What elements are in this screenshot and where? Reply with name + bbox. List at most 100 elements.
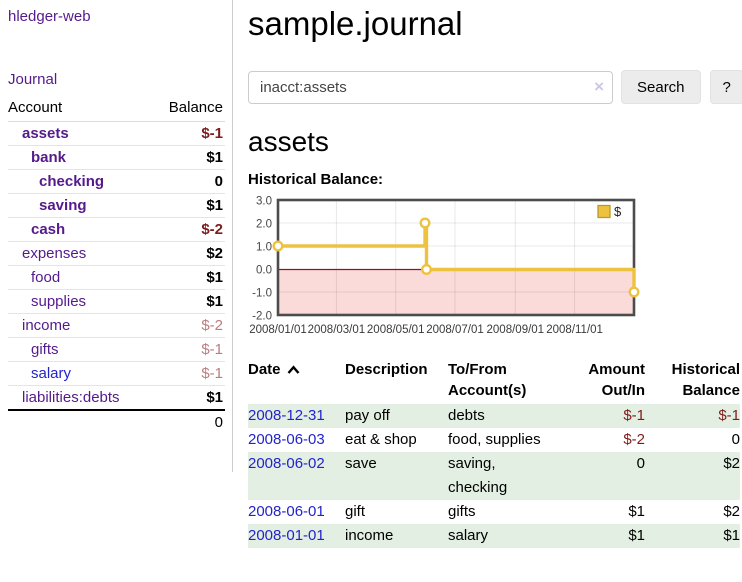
account-link-liabilities-debts[interactable]: liabilities:debts [22, 389, 120, 406]
account-link-salary[interactable]: salary [31, 365, 72, 382]
account-link-bank[interactable]: bank [31, 149, 67, 166]
register-row: 2008-06-02 save saving, checking 0 $2 [248, 452, 740, 500]
search-form: × Search ? [248, 70, 742, 104]
account-link-income[interactable]: income [22, 317, 71, 334]
svg-text:-1.0: -1.0 [252, 288, 272, 300]
accounts-cell: food, supplies [448, 431, 541, 448]
date-link[interactable]: 2008-01-01 [248, 527, 325, 544]
register-header-amount: Amount Out/In [588, 361, 645, 399]
sidebar-item-journal[interactable]: Journal [8, 71, 58, 88]
page-title: sample.journal [248, 5, 463, 42]
account-balance: $1 [152, 289, 225, 314]
register-table: Date Description To/From Account(s) Amoun… [248, 359, 740, 548]
accounts-total-row: 0 [8, 409, 225, 434]
data-point-markers [272, 217, 640, 298]
account-balance: 0 [152, 169, 225, 194]
accounts-header-account: Account [8, 99, 153, 122]
balance-cell: $2 [645, 452, 740, 500]
register-header-balance: Historical Balance [671, 361, 740, 399]
account-balance: $2 [152, 241, 225, 266]
account-balance: $1 [152, 385, 225, 411]
account-link-food[interactable]: food [31, 269, 61, 286]
balance-cell: $1 [645, 524, 740, 548]
help-button[interactable]: ? [709, 70, 742, 104]
svg-text:2008/11/01: 2008/11/01 [546, 324, 603, 336]
accounts-table: Account Balance assets $-1 bank $1 check… [8, 99, 225, 434]
account-balance: $-2 [152, 217, 225, 242]
accounts-total-value: 0 [152, 409, 225, 434]
account-link-saving[interactable]: saving [39, 197, 87, 214]
account-balance: $1 [152, 145, 225, 170]
balance-cell: 0 [731, 431, 740, 448]
accounts-cell: salary [448, 524, 560, 548]
account-link-expenses[interactable]: expenses [22, 245, 87, 262]
register-row: 2008-06-01 gift gifts $1 $2 [248, 500, 740, 524]
date-link[interactable]: 2008-06-02 [248, 455, 325, 472]
account-row: expenses $2 [8, 241, 225, 266]
legend-label: $ [614, 204, 622, 219]
account-link-checking[interactable]: checking [39, 173, 105, 190]
clear-search-icon[interactable]: × [594, 76, 604, 96]
plot-border [276, 198, 636, 317]
y-axis-labels: 3.0 2.0 1.0 0.0 -1.0 -2.0 [252, 196, 272, 323]
account-link-gifts[interactable]: gifts [31, 341, 59, 358]
account-row: bank $1 [8, 145, 225, 170]
x-axis-labels: 2008/01/01 2008/03/01 2008/05/01 2008/07… [249, 324, 603, 336]
svg-text:2008/07/01: 2008/07/01 [426, 324, 484, 336]
account-balance: $-1 [152, 337, 225, 362]
account-row: income $-2 [8, 313, 225, 338]
account-link-supplies[interactable]: supplies [31, 293, 87, 310]
svg-text:0.0: 0.0 [256, 265, 272, 277]
account-balance: $-2 [152, 313, 225, 338]
svg-text:2.0: 2.0 [256, 219, 272, 231]
legend-swatch-icon [597, 204, 611, 219]
amount-cell: $1 [560, 524, 645, 548]
register-header-date[interactable]: Date [248, 359, 345, 404]
account-row: cash $-2 [8, 217, 225, 242]
svg-text:2008/03/01: 2008/03/01 [308, 324, 366, 336]
account-row: salary $-1 [8, 361, 225, 386]
account-row: assets $-1 [8, 121, 225, 146]
register-header-description: Description [345, 361, 428, 378]
svg-text:2008/09/01: 2008/09/01 [487, 324, 545, 336]
account-heading: assets [248, 126, 329, 157]
search-button[interactable]: Search [621, 70, 701, 104]
description-cell: save [345, 452, 448, 500]
account-balance: $1 [152, 193, 225, 218]
app-title-link[interactable]: hledger-web [8, 8, 91, 25]
chart-section-label: Historical Balance: [248, 171, 384, 188]
accounts-header-balance: Balance [152, 99, 225, 122]
date-link[interactable]: 2008-06-01 [248, 503, 325, 520]
amount-cell: 0 [560, 452, 645, 500]
register-row: 2008-12-31 pay off debts $-1 $-1 [248, 404, 740, 428]
account-row: supplies $1 [8, 289, 225, 314]
accounts-cell: debts [448, 404, 560, 428]
register-row: 2008-06-03 eat & shop food, supplies $-2… [248, 428, 740, 452]
account-row: saving $1 [8, 193, 225, 218]
description-cell: income [345, 524, 448, 548]
description-cell: gift [345, 503, 366, 520]
sort-ascending-icon [287, 365, 299, 374]
date-link[interactable]: 2008-06-03 [248, 431, 325, 448]
svg-text:3.0: 3.0 [256, 196, 272, 208]
account-link-cash[interactable]: cash [31, 221, 66, 238]
svg-text:-2.0: -2.0 [252, 311, 272, 323]
svg-text:2008/01/01: 2008/01/01 [249, 324, 307, 336]
search-input[interactable] [248, 70, 613, 104]
amount-cell: $-1 [560, 404, 645, 428]
balance-cell: $-1 [645, 404, 740, 428]
accounts-cell: gifts [448, 503, 476, 520]
description-cell: pay off [345, 404, 448, 428]
date-link[interactable]: 2008-12-31 [248, 407, 325, 424]
historical-balance-chart: $ 3.0 2.0 1.0 0.0 -1.0 -2.0 200 [242, 193, 742, 343]
main-content: sample.journal × Search ? assets Histori… [248, 0, 742, 548]
account-link-assets[interactable]: assets [22, 125, 69, 142]
chart-legend: $ [594, 203, 632, 221]
amount-cell: $-2 [623, 431, 645, 448]
negative-region [278, 269, 634, 315]
accounts-cell: saving, checking [448, 452, 560, 500]
account-row: gifts $-1 [8, 337, 225, 362]
svg-text:1.0: 1.0 [256, 242, 272, 254]
register-header-account: To/From Account(s) [448, 361, 527, 399]
amount-cell: $1 [628, 503, 645, 520]
